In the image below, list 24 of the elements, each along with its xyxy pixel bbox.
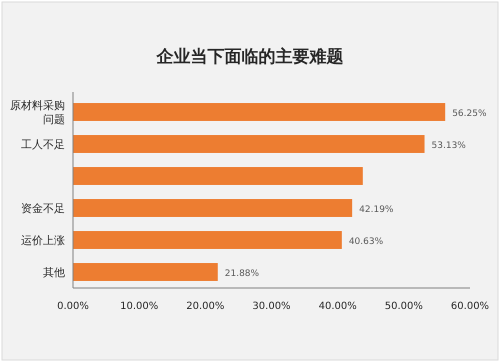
x-tick-label: 10.00% (120, 301, 158, 312)
y-tick-label: 资金不足 (21, 202, 65, 215)
bar (73, 199, 352, 217)
x-tick-label: 0.00% (57, 301, 89, 312)
bar (73, 135, 425, 153)
y-tick-label: 工人不足 (21, 138, 65, 151)
data-label: 53.13% (432, 141, 466, 151)
x-tick-label: 20.00% (186, 301, 224, 312)
bar (73, 167, 363, 185)
x-tick-label: 50.00% (384, 301, 423, 312)
data-label: 42.19% (359, 205, 394, 215)
bar (73, 103, 446, 121)
chart-title: 企业当下面临的主要难题 (156, 47, 344, 67)
x-tick-label: 60.00% (450, 301, 490, 312)
x-tick-label: 40.00% (318, 301, 357, 312)
bar (73, 231, 342, 249)
bar (73, 263, 218, 281)
data-label: 56.25% (452, 109, 487, 119)
y-tick-label: 其他 (43, 266, 65, 279)
y-tick-label: 运价上涨 (21, 234, 65, 247)
data-label: 40.63% (348, 237, 384, 247)
x-tick-label: 30.00% (252, 301, 291, 312)
data-label: 21.88% (224, 269, 260, 279)
y-tick-label: 原材料采购问题 (10, 99, 65, 126)
